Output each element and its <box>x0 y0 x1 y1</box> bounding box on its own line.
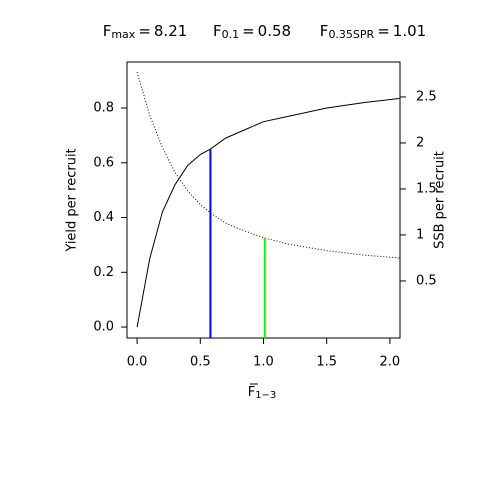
x-tick-label: 0.0 <box>127 355 148 370</box>
title-subscript: max <box>111 28 135 41</box>
x-tick-label: 1.5 <box>316 355 337 370</box>
y2-tick-label: 2 <box>416 135 424 150</box>
y2-tick-label: 1.5 <box>416 181 437 196</box>
y-axis-label: Yield per recruit <box>65 148 80 252</box>
x-label-symbol: F <box>248 385 255 400</box>
title-symbol: F <box>320 22 329 40</box>
title-relation: = <box>242 22 255 40</box>
y2-axis-label: SSB per recruit <box>433 151 448 249</box>
title-relation: = <box>377 22 390 40</box>
x-axis-label: F1−3 <box>248 385 277 402</box>
y-tick-label: 0.4 <box>93 210 114 225</box>
series-line <box>136 71 400 259</box>
y-tick-label: 0.2 <box>93 265 114 280</box>
series-line <box>136 97 400 328</box>
title-value: 1.01 <box>393 22 426 40</box>
y-tick-label: 0.6 <box>93 155 114 170</box>
title-stat: F0.1 = 0.58 <box>213 22 291 42</box>
y2-tick-label: 1 <box>416 227 424 242</box>
title-subscript: 0.1 <box>222 28 240 41</box>
x-tick-label: 2.0 <box>380 355 401 370</box>
title-value: 8.21 <box>154 22 187 40</box>
x-tick-label: 0.5 <box>190 355 211 370</box>
title-stat: Fmax = 8.21 <box>103 22 188 42</box>
title-subscript: 0.35SPR <box>328 28 374 41</box>
title-relation: = <box>138 22 151 40</box>
y-tick-label: 0.0 <box>93 320 114 335</box>
y2-tick-label: 2.5 <box>416 89 437 104</box>
y-tick-label: 0.8 <box>93 101 114 116</box>
title-value: 0.58 <box>258 22 291 40</box>
x-tick-label: 1.0 <box>253 355 274 370</box>
title-symbol: F <box>103 22 112 40</box>
y2-tick-label: 0.5 <box>416 273 437 288</box>
title-stat: F0.35SPR = 1.01 <box>320 22 426 42</box>
title-symbol: F <box>213 22 222 40</box>
x-label-subscript: 1−3 <box>255 390 276 401</box>
